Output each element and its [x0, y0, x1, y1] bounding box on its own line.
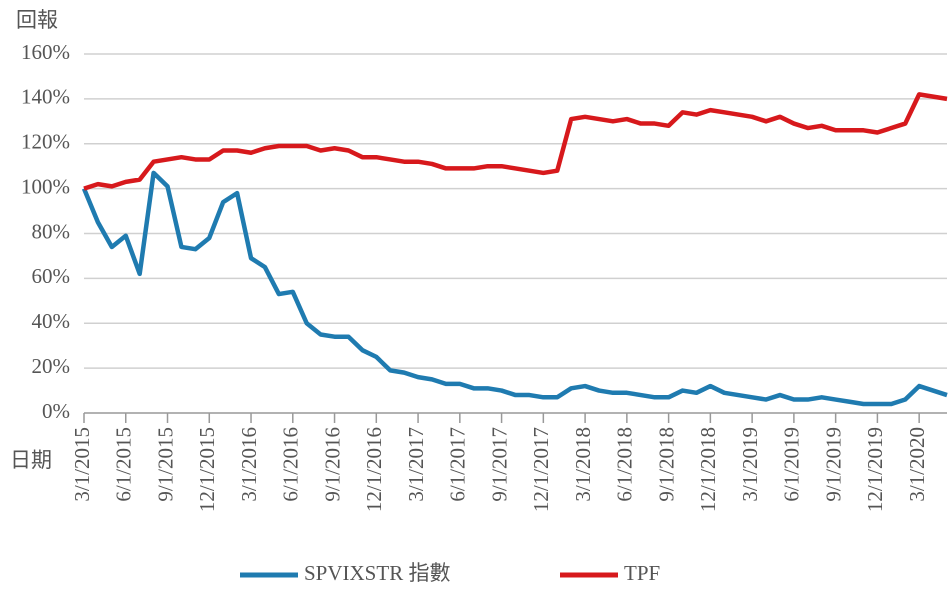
x-axis-label: 日期	[10, 448, 52, 472]
x-tick-label: 3/1/2019	[738, 427, 762, 502]
y-tick-label: 100%	[21, 174, 70, 198]
x-tick-label: 9/1/2019	[821, 427, 845, 502]
x-tick-label: 6/1/2016	[279, 427, 303, 502]
x-tick-label: 12/1/2018	[696, 427, 720, 512]
x-tick-label: 9/1/2018	[654, 427, 678, 502]
x-tick-label: 3/1/2016	[237, 427, 261, 502]
series-line	[81, 170, 948, 407]
y-tick-label: 20%	[32, 354, 71, 378]
legend-label: SPVIXSTR 指數	[304, 561, 450, 585]
x-tick-label: 9/1/2016	[320, 427, 344, 502]
legend-label: TPF	[624, 561, 660, 585]
series-line	[83, 92, 948, 191]
x-tick-label: 3/1/2018	[571, 427, 595, 502]
x-tick-label: 12/1/2015	[195, 427, 219, 512]
x-tick-label: 6/1/2019	[780, 427, 804, 502]
x-tick-label: 12/1/2017	[529, 427, 553, 512]
y-tick-label: 0%	[42, 399, 70, 423]
x-tick-label: 9/1/2017	[487, 427, 511, 502]
x-tick-label: 9/1/2015	[153, 427, 177, 502]
x-tick-label: 6/1/2018	[613, 427, 637, 502]
x-tick-label: 12/1/2016	[362, 427, 386, 512]
x-tick-label: 6/1/2017	[446, 427, 470, 502]
x-tick-label: 6/1/2015	[112, 427, 136, 502]
y-tick-label: 80%	[32, 219, 71, 243]
y-axis-label: 回報	[16, 8, 58, 32]
y-tick-label: 160%	[21, 40, 70, 64]
x-tick-label: 3/1/2017	[404, 427, 428, 502]
y-tick-label: 40%	[32, 309, 71, 333]
x-tick-label: 12/1/2019	[863, 427, 887, 512]
x-tick-label: 3/1/2020	[905, 427, 929, 502]
x-tick-label: 3/1/2015	[70, 427, 94, 502]
y-tick-label: 140%	[21, 85, 70, 109]
y-tick-label: 120%	[21, 130, 70, 154]
y-tick-label: 60%	[32, 264, 71, 288]
